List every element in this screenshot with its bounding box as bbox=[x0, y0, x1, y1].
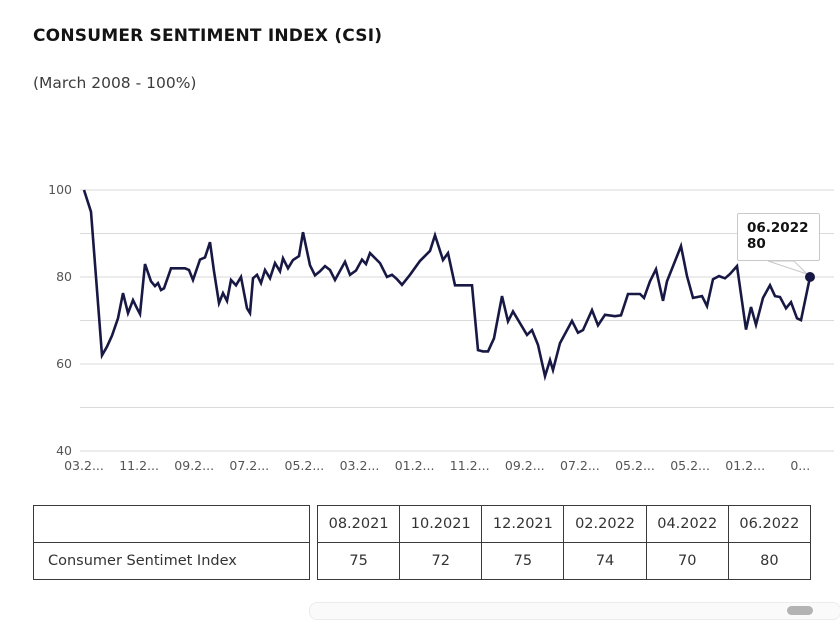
sentiment-line bbox=[82, 189, 812, 382]
page-subtitle: (March 2008 - 100%) bbox=[33, 74, 197, 92]
y-axis-tick-label: 60 bbox=[56, 356, 72, 371]
x-axis-tick-label: 11.2... bbox=[119, 458, 159, 473]
month-header-cell: 08.2021 bbox=[316, 505, 401, 543]
index-value-cell: 74 bbox=[563, 542, 647, 580]
row-label-table: Consumer Sentimet Index bbox=[33, 505, 310, 580]
tooltip-tail bbox=[767, 260, 808, 275]
table-value-row: 75 72 75 74 70 80 bbox=[316, 542, 812, 580]
table-header-row: 08.2021 10.2021 12.2021 02.2022 04.2022 06.20… bbox=[316, 505, 812, 543]
index-value-cell: 80 bbox=[727, 542, 812, 580]
month-header-cell: 06.2022 bbox=[727, 505, 812, 543]
months-table: 08.2021 10.2021 12.2021 02.2022 04.2022 06.20… bbox=[316, 505, 812, 580]
horizontal-scrollbar-thumb[interactable] bbox=[787, 606, 813, 615]
data-point-dot[interactable] bbox=[805, 272, 815, 282]
month-header-cell: 10.2021 bbox=[399, 505, 483, 543]
horizontal-scrollbar-track[interactable] bbox=[309, 602, 840, 620]
x-axis-tick-label: 09.2... bbox=[504, 458, 545, 473]
page-title: CONSUMER SENTIMENT INDEX (CSI) bbox=[33, 26, 383, 46]
month-header-cell: 02.2022 bbox=[563, 505, 647, 543]
x-axis-tick-label: 07.2... bbox=[560, 458, 600, 473]
tooltip-value: 80 bbox=[747, 236, 766, 253]
y-axis-tick-label: 40 bbox=[56, 443, 72, 458]
data-table: Consumer Sentimet Index 08.2021 10.2021 12… bbox=[33, 505, 812, 580]
index-value-cell: 70 bbox=[645, 542, 729, 580]
x-axis-tick-label: 01.2... bbox=[725, 458, 766, 473]
month-header-cell: 04.2022 bbox=[645, 505, 729, 543]
x-axis-tick-label: 03.2... bbox=[339, 458, 380, 473]
x-axis-tick-label: 11.2... bbox=[449, 458, 490, 473]
x-axis-tick-label: 09.2... bbox=[174, 458, 215, 473]
y-axis-tick-label: 100 bbox=[48, 182, 72, 197]
empty-header-cell bbox=[33, 505, 310, 543]
x-axis-tick-label: 0... bbox=[790, 458, 811, 473]
tooltip-date: 06.2022 bbox=[747, 220, 809, 236]
x-axis-tick-label: 05.2... bbox=[284, 458, 325, 473]
x-axis-tick-label: 01.2... bbox=[394, 458, 435, 473]
index-value-cell: 72 bbox=[399, 542, 483, 580]
x-axis-tick-label: 05.2... bbox=[615, 458, 655, 473]
x-axis-tick-label: 03.2... bbox=[64, 458, 104, 473]
month-header-cell: 12.2021 bbox=[481, 505, 565, 543]
row-label-cell: Consumer Sentimet Index bbox=[33, 542, 310, 580]
x-axis-tick-label: 05.2... bbox=[670, 458, 710, 473]
index-value-cell: 75 bbox=[316, 542, 401, 580]
index-value-cell: 75 bbox=[481, 542, 565, 580]
chart-plot-area[interactable] bbox=[0, 165, 840, 485]
y-axis-tick-label: 80 bbox=[56, 269, 72, 284]
csi-line-chart[interactable]: 100 80 60 40 03.2... 11.2... 09.2... 07.2... 05… bbox=[0, 165, 840, 485]
x-axis-tick-label: 07.2... bbox=[229, 458, 270, 473]
point-tooltip: 06.2022 80 bbox=[737, 213, 820, 261]
